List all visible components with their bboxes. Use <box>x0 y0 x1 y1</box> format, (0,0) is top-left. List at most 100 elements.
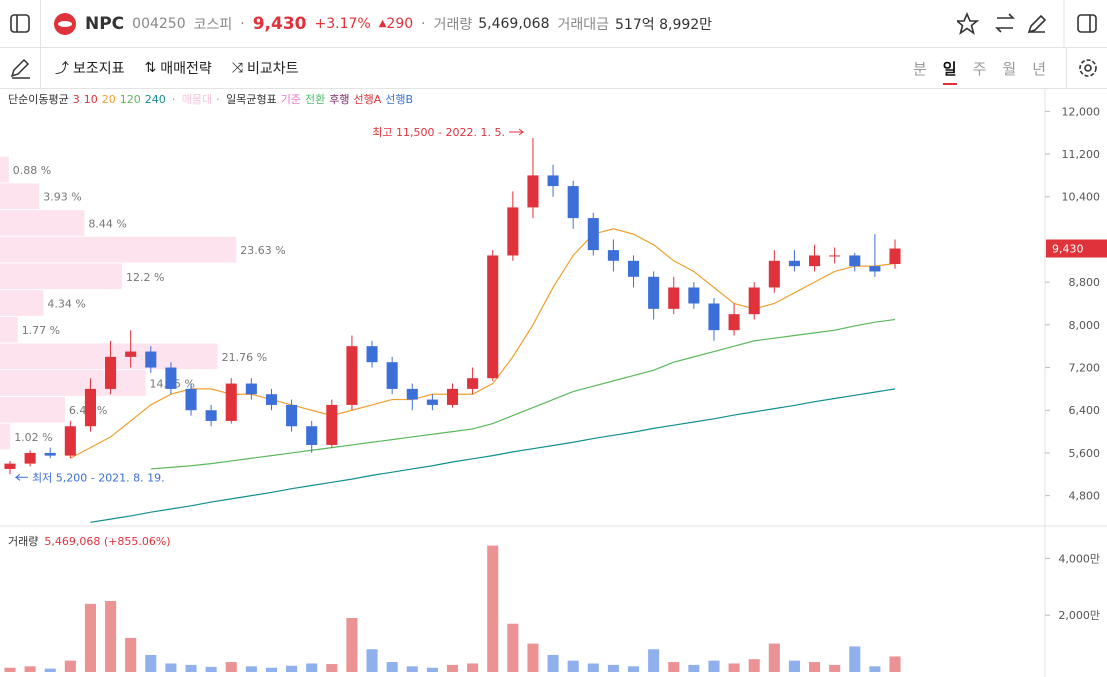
legend-entry: 240 <box>145 93 166 106</box>
ma-line <box>150 318 896 470</box>
toolbar-item[interactable]: 비교차트 <box>247 61 299 77</box>
period[interactable]: 분 <box>912 59 927 78</box>
candle-body <box>4 463 16 469</box>
legend-label: 단순이동평균 <box>8 93 69 106</box>
volume-bar <box>64 660 76 672</box>
candle-body <box>426 399 438 405</box>
ma-line <box>90 388 896 523</box>
candle-body <box>648 276 660 309</box>
volume-bar <box>105 601 117 672</box>
candle-body <box>587 218 599 251</box>
candle-body <box>225 383 237 421</box>
profile-label: 21.76 % <box>222 351 267 364</box>
candle-body <box>84 388 96 427</box>
change: 290 <box>386 15 414 32</box>
candle-body <box>567 186 579 219</box>
volume-bar <box>607 664 619 672</box>
y-tick-label: 12,000 <box>1062 105 1101 118</box>
profile-label: 1.02 % <box>14 431 52 444</box>
candle-body <box>889 248 901 264</box>
candle-body <box>326 404 338 445</box>
profile-bar <box>0 263 122 290</box>
profile-bar <box>0 156 9 183</box>
volume-bar <box>527 643 539 672</box>
volume-bar <box>145 654 157 672</box>
profile-label: 23.63 % <box>240 244 285 257</box>
volume-bar <box>648 649 660 672</box>
volume-bar <box>306 663 318 672</box>
legend-entry: 기준 <box>281 93 301 106</box>
y-tick-label: 6,400 <box>1069 404 1101 417</box>
toolbar-item[interactable]: 매매전략 <box>160 61 212 77</box>
header-actions[interactable] <box>957 0 1107 47</box>
volume-bar <box>245 666 257 672</box>
candle-body <box>165 367 177 389</box>
candle-body <box>507 207 519 256</box>
volume-bar <box>708 660 720 672</box>
y-tick-label: 4,800 <box>1069 490 1101 503</box>
candle-body <box>688 287 700 304</box>
profile-label: 3.93 % <box>43 191 81 204</box>
volume-summary: 5,469,068 (+855.06%) <box>44 535 170 548</box>
volume-bar <box>809 662 821 672</box>
period[interactable]: 주 <box>972 59 987 78</box>
candle-body <box>487 255 499 379</box>
candle-body <box>446 388 459 405</box>
volume-bar <box>829 664 841 672</box>
volume-bar <box>205 666 217 672</box>
amount: 517억 8,992만 <box>615 16 713 33</box>
candle-body <box>205 410 217 421</box>
volume-bar <box>286 665 298 672</box>
candle-body <box>627 260 640 277</box>
y-tick-label: 5,600 <box>1069 447 1101 460</box>
profile-bar <box>0 236 237 263</box>
candle-body <box>185 388 197 411</box>
volume-bar <box>225 662 237 672</box>
volume-bar <box>326 664 338 672</box>
candle-body <box>768 260 780 288</box>
period[interactable]: 월 <box>1002 59 1017 78</box>
header: NPC 004250 코스피 · 9,430 +3.17% ▲ 290 · 거래량… <box>0 0 1107 48</box>
candle-body <box>386 362 398 389</box>
candle-body <box>809 255 821 267</box>
volume-bar <box>507 623 519 672</box>
profile-bar <box>0 396 65 423</box>
volume-bar <box>627 666 640 672</box>
settings[interactable] <box>1067 48 1107 88</box>
change-pct: +3.17% <box>314 15 371 32</box>
volume-title: 거래량 <box>8 535 38 548</box>
candle-body <box>105 356 117 389</box>
volume-bar <box>406 666 418 672</box>
separator: · <box>172 93 176 106</box>
candle-body <box>64 426 76 456</box>
volume-bar <box>346 618 358 672</box>
annotation: 최고 11,500 - 2022. 1. 5. <box>372 126 505 139</box>
volume-bar <box>849 646 861 672</box>
period[interactable]: 일 <box>942 59 957 85</box>
sidebar-toggle[interactable] <box>0 0 40 47</box>
separator: · <box>216 93 220 106</box>
candle-body <box>125 351 137 357</box>
market: 코스피 <box>193 16 233 33</box>
period[interactable]: 년 <box>1032 59 1046 78</box>
current-price-box <box>1046 239 1107 258</box>
candle-body <box>607 250 619 261</box>
stock-code: 004250 <box>132 15 186 32</box>
draw-tool[interactable] <box>0 48 40 88</box>
volume-bar <box>366 649 378 672</box>
volume: 5,469,068 <box>478 15 550 32</box>
volume-bar <box>869 666 881 672</box>
legend-entry: 3 <box>73 93 80 106</box>
profile-bar <box>0 210 85 236</box>
volume-bar <box>426 667 438 672</box>
logo <box>54 12 76 35</box>
candle-body <box>869 266 881 272</box>
toolbar-item[interactable]: 보조지표 <box>73 61 125 77</box>
legend-entry: 선행B <box>385 93 413 106</box>
chart: 단순이동평균 3 10 20 120 240 · 매물대 · 일목균형표 기준 전환 후행 선행A 선행B 0… <box>0 89 1107 677</box>
legend-entry: 전환 <box>305 93 325 106</box>
candle-body <box>748 287 760 315</box>
current-price-label: 9,430 <box>1052 243 1084 256</box>
